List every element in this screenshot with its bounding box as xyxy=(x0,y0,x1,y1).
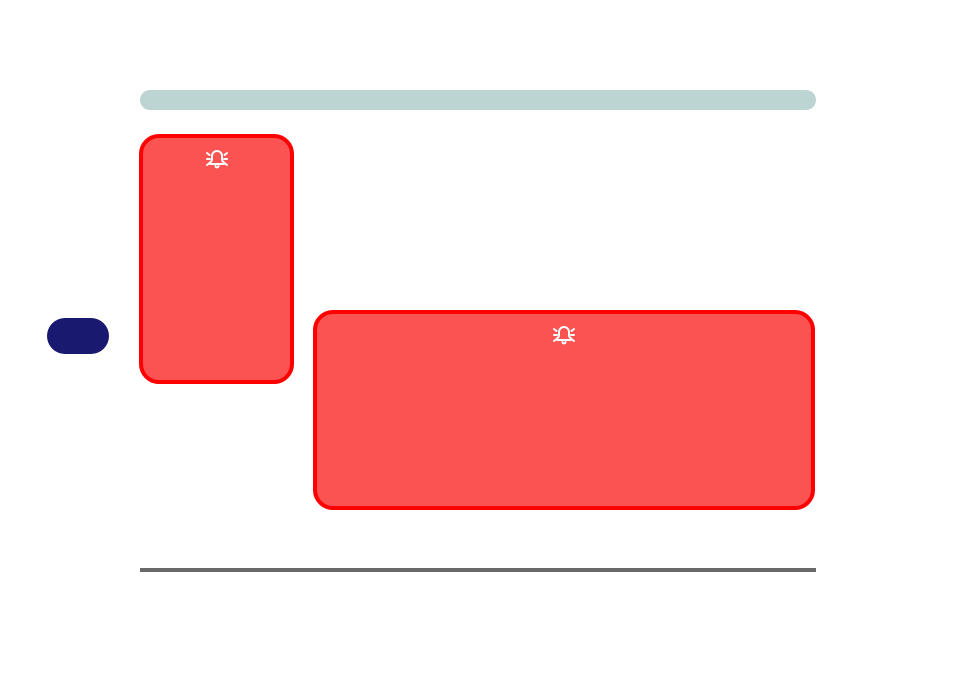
bell-alert-icon xyxy=(552,323,576,352)
top-bar xyxy=(140,90,816,110)
bell-alert-icon xyxy=(205,147,229,176)
alert-panel-small[interactable] xyxy=(139,134,294,384)
bottom-divider xyxy=(140,568,816,572)
pill-button[interactable] xyxy=(47,318,109,354)
alert-panel-large[interactable] xyxy=(313,310,815,510)
